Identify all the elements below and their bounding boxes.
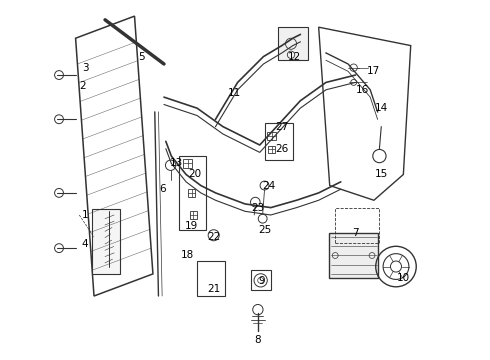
Text: 6: 6 (159, 184, 166, 194)
Text: 11: 11 (227, 89, 241, 98)
Text: 16: 16 (356, 85, 369, 95)
Text: 8: 8 (255, 335, 261, 345)
Bar (329, 233, 378, 278)
Bar (265, 123, 293, 160)
Bar (92, 210, 120, 274)
Bar (278, 27, 308, 60)
Text: 17: 17 (368, 66, 381, 76)
Text: 21: 21 (207, 284, 220, 294)
Text: 4: 4 (81, 239, 88, 249)
Bar (250, 270, 271, 291)
Text: 22: 22 (207, 232, 220, 242)
Text: 5: 5 (139, 51, 145, 62)
Bar (183, 159, 193, 168)
Text: 18: 18 (181, 251, 195, 261)
Text: 27: 27 (275, 122, 289, 132)
Text: 25: 25 (259, 225, 272, 235)
Bar (188, 189, 196, 197)
Bar (268, 146, 275, 153)
Text: 15: 15 (375, 170, 388, 180)
Text: 24: 24 (262, 180, 275, 190)
Text: 2: 2 (79, 81, 86, 91)
Bar (335, 208, 379, 243)
Text: 9: 9 (258, 276, 265, 286)
Bar (268, 132, 275, 140)
Text: 13: 13 (170, 158, 183, 168)
Text: 26: 26 (275, 144, 289, 154)
Bar (190, 211, 197, 219)
Text: 19: 19 (185, 221, 198, 231)
Text: 23: 23 (251, 203, 265, 213)
Text: 20: 20 (189, 170, 202, 180)
Text: 1: 1 (81, 210, 88, 220)
Bar (179, 156, 206, 230)
Bar (197, 261, 225, 296)
Text: 7: 7 (352, 228, 359, 238)
Text: 12: 12 (288, 51, 301, 62)
Text: 14: 14 (375, 103, 388, 113)
Text: 3: 3 (83, 63, 89, 73)
Text: 10: 10 (397, 273, 410, 283)
